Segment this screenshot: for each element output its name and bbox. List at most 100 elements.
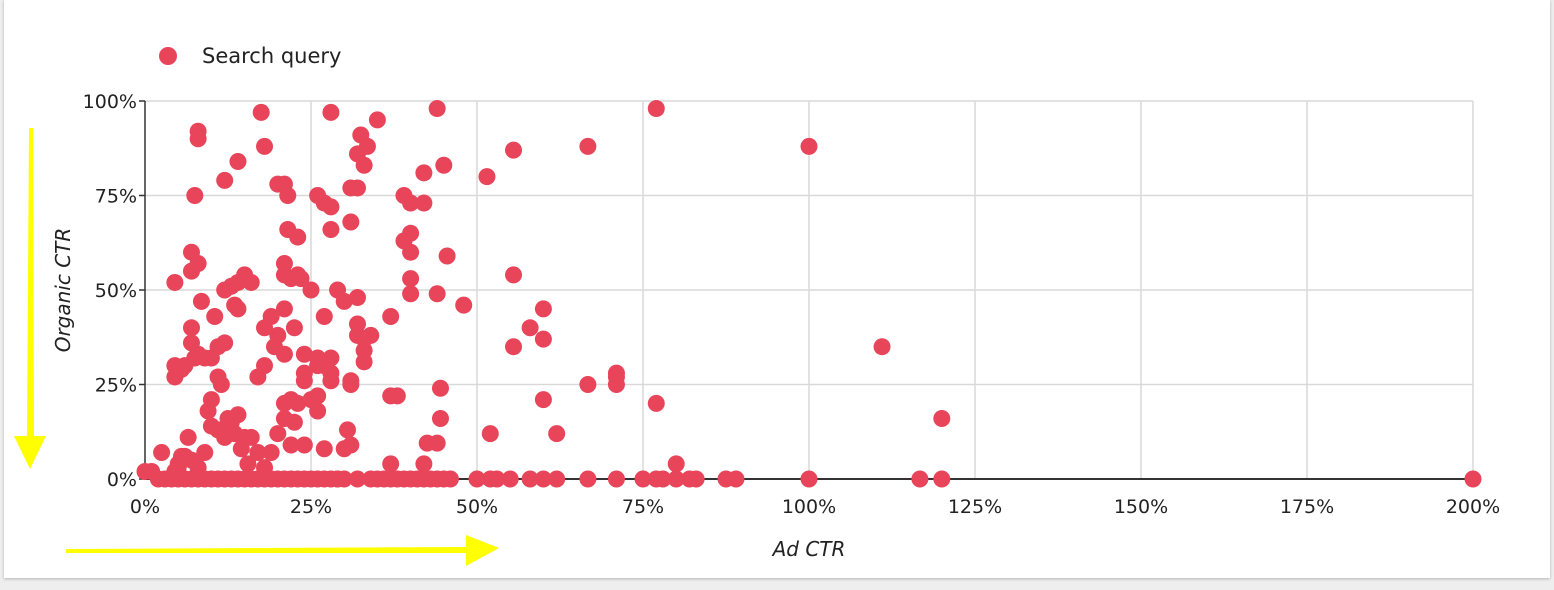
x-tick-label: 175% [1280,496,1334,518]
data-point [275,300,293,318]
data-point [1464,470,1482,488]
data-point [348,470,366,488]
data-point [534,330,552,348]
data-point [438,247,456,265]
data-point [521,470,539,488]
data-point [505,266,523,284]
data-point [579,470,597,488]
data-point [667,455,685,473]
data-point [256,357,274,375]
data-point [481,425,499,443]
data-point [186,187,204,204]
arrow-down-icon [14,128,46,469]
data-point [382,455,400,473]
y-tick-label: 50% [95,280,137,302]
data-point [295,345,313,363]
data-point [269,326,287,344]
data-point [166,273,184,291]
data-point [647,100,665,118]
data-point [415,194,433,212]
data-point [402,194,420,212]
x-tick-labels: 0% 25% 50% 75% 100% 125% 150% 175% 200% [130,496,1500,518]
data-point [873,338,891,356]
data-point [342,372,360,390]
data-point [348,289,366,307]
data-point [322,349,340,367]
data-point [607,376,625,393]
data-point [242,428,260,446]
data-point [534,470,552,488]
data-point [348,179,366,197]
data-point [322,372,340,390]
data-point [229,300,247,318]
data-point [441,470,459,488]
data-point [382,307,400,325]
data-point [229,406,247,424]
data-point [654,470,672,488]
data-point [229,152,247,170]
y-tick-label: 100% [83,91,137,113]
data-point [256,137,274,155]
data-point [534,391,552,409]
data-point [182,319,200,337]
data-point [579,137,597,155]
data-point [362,326,380,344]
data-point [329,470,347,488]
data-point [933,470,951,488]
data-point [249,444,267,462]
data-point [431,410,449,428]
data-point [295,372,313,390]
data-point [285,319,303,337]
data-point [501,470,519,488]
data-point [206,307,224,325]
x-tick-label: 125% [948,496,1002,518]
data-point [468,470,486,488]
data-point [335,292,353,310]
data-point [309,402,327,420]
x-tick-label: 0% [130,496,160,518]
data-point [342,436,360,454]
data-point [402,224,420,242]
data-point [302,281,320,299]
data-point [256,459,274,477]
data-point [415,164,433,182]
data-point [727,470,745,488]
data-point [275,255,293,273]
data-point [505,141,523,159]
x-axis-title: Ad CTR [771,537,846,561]
data-point [295,436,313,454]
x-tick-label: 25% [290,496,332,518]
data-point [431,379,449,397]
x-tick-label: 150% [1114,496,1168,518]
data-point [402,285,420,303]
data-point [322,221,340,239]
data-point [322,103,340,121]
data-point [182,243,200,261]
data-point [667,470,685,488]
data-point [342,213,360,231]
data-point [179,428,197,446]
data-point [279,187,297,204]
data-point [239,455,257,473]
data-point [402,270,420,288]
data-point [199,402,217,420]
data-point [216,171,234,189]
legend-label: Search query [202,44,341,68]
x-tick-label: 200% [1446,496,1500,518]
data-point [548,470,566,488]
data-point [402,243,420,261]
data-point [415,455,433,473]
data-point [282,436,300,454]
x-tick-label: 100% [782,496,836,518]
data-point [196,444,214,462]
data-point [315,307,333,325]
grid [145,100,1474,479]
data-point [800,137,818,155]
data-point [355,156,373,174]
data-point [534,300,552,318]
data-point [478,168,496,186]
data-point [428,434,446,452]
y-tick-label: 0% [107,469,137,491]
y-tick-label: 75% [95,186,137,208]
legend-marker [159,47,177,65]
